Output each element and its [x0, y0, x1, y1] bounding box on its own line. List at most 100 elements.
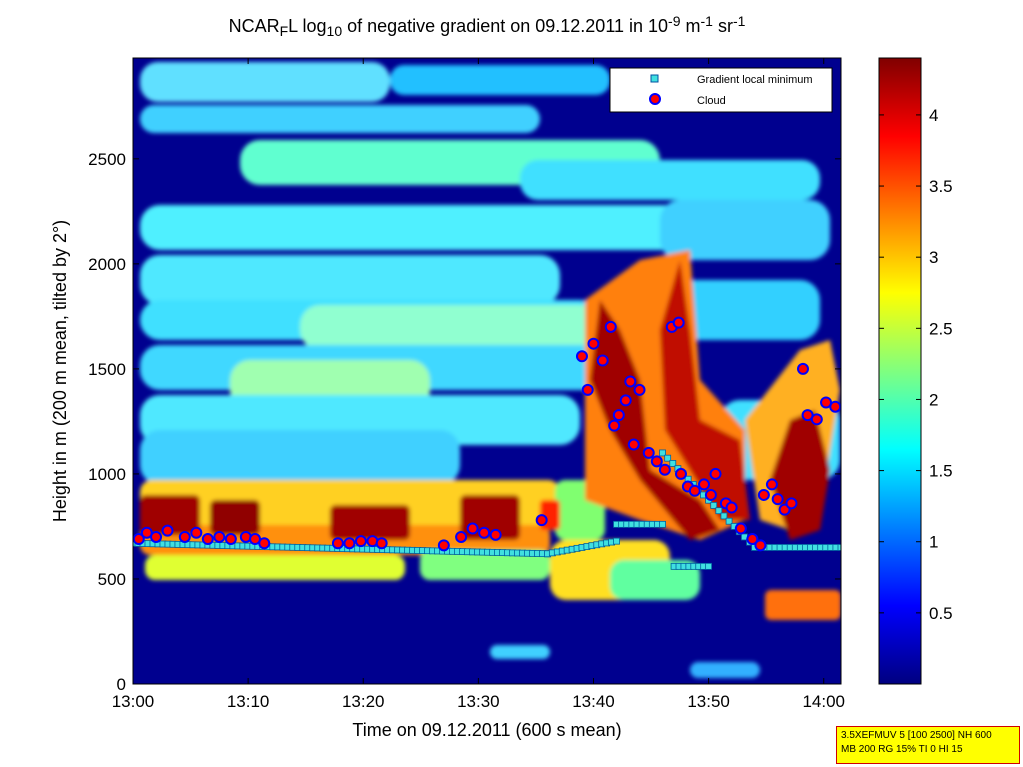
x-tick-label: 13:50 [687, 692, 730, 711]
x-tick-label: 13:40 [572, 692, 615, 711]
x-tick-label: 13:20 [342, 692, 385, 711]
colorbar-tick-label: 1 [929, 533, 938, 552]
y-axis-label: Height in m (200 m mean, tilted by 2°) [50, 220, 70, 522]
cloud-marker [489, 528, 502, 541]
cloud-marker [161, 524, 174, 537]
gradient-minimum-series [133, 449, 841, 570]
colorbar-gradient [878, 57, 922, 685]
colorbar-tick-label: 4 [929, 106, 938, 125]
x-tick-label: 13:10 [227, 692, 270, 711]
cloud-marker [674, 467, 687, 480]
colorbar-tick-label: 0.5 [929, 604, 953, 623]
cloud-marker [619, 394, 632, 407]
cloud-marker [624, 375, 637, 388]
plot-frame [132, 57, 842, 685]
cloud-marker [754, 539, 767, 552]
cloud-marker [354, 535, 367, 548]
gradient-minimum-marker [725, 517, 733, 525]
cloud-marker [581, 383, 594, 396]
cloud-marker [224, 533, 237, 546]
y-axis: 0 500 1000 1500 2000 2500 [88, 150, 841, 694]
legend-marker-square [650, 74, 659, 83]
cloud-marker [575, 350, 588, 363]
cloud-marker [608, 419, 621, 432]
gradient-minimum-marker [837, 544, 841, 551]
gradient-minimum-marker [659, 449, 666, 457]
cloud-marker [810, 413, 823, 426]
colorbar [878, 57, 922, 685]
cloud-marker [704, 488, 717, 501]
cloud-marker [757, 488, 770, 501]
y-tick-label: 2500 [88, 150, 126, 169]
colorbar-tick-label: 3 [929, 248, 938, 267]
y-tick-label: 1500 [88, 360, 126, 379]
legend: Gradient local minimum Cloud [609, 67, 833, 113]
y-tick-label: 1000 [88, 465, 126, 484]
title-part: -1 [701, 13, 714, 29]
legend-entry-cloud: Cloud [649, 93, 726, 107]
cloud-marker [478, 526, 491, 539]
cloud-marker [455, 530, 468, 543]
cloud-marker [698, 478, 711, 491]
cloud-marker [612, 409, 625, 422]
gradient-minimum-marker [710, 502, 718, 509]
colorbar-tick-label: 2 [929, 390, 938, 409]
cloud-marker [343, 537, 356, 550]
y-tick-label: 0 [117, 675, 126, 694]
parameter-info-box: 3.5XEFMUV 5 [100 2500] NH 600 MB 200 RG … [836, 726, 1020, 764]
chart-title: NCARFL log10 of negative gradient on 09.… [229, 13, 746, 39]
cloud-marker [375, 537, 388, 550]
cloud-marker [725, 501, 738, 514]
x-tick-label: 13:30 [457, 692, 500, 711]
title-part: NCAR [229, 16, 280, 36]
cloud-marker [672, 316, 685, 329]
info-line-1: 3.5XEFMUV 5 [100 2500] NH 600 [841, 730, 992, 741]
title-part: L log [288, 16, 326, 36]
heatmap-field [133, 58, 841, 684]
legend-label: Cloud [697, 95, 726, 107]
cloud-marker [178, 530, 191, 543]
cloud-series [133, 316, 841, 552]
gradient-minimum-marker [613, 537, 620, 545]
x-axis: 13:00 13:10 13:20 13:30 13:40 13:50 14:00 [112, 58, 845, 711]
cloud-marker [437, 539, 450, 552]
colorbar-tick-label: 2.5 [929, 319, 953, 338]
cloud-marker [331, 537, 344, 550]
title-part: of negative gradient on 09.12.2011 in 10 [342, 16, 668, 36]
gradient-minimum-marker [669, 460, 677, 467]
legend-entry-gradient-minimum: Gradient local minimum [650, 74, 813, 86]
title-part: -1 [733, 13, 746, 29]
cloud-marker [771, 493, 784, 506]
title-part: m [681, 16, 701, 36]
cloud-marker [709, 467, 722, 480]
title-part: 10 [327, 23, 343, 39]
cloud-marker [688, 484, 701, 497]
cloud-marker [642, 446, 655, 459]
y-tick-label: 500 [98, 570, 126, 589]
cloud-marker [746, 533, 759, 546]
cloud-marker [604, 320, 617, 333]
cloud-marker [213, 530, 226, 543]
gradient-minimum-marker [659, 520, 666, 528]
cloud-marker [797, 362, 810, 375]
cloud-marker [258, 537, 271, 550]
y-tick-label: 2000 [88, 255, 126, 274]
gradient-minimum-marker [715, 507, 723, 515]
colorbar-ticks: 0.5 1 1.5 2 2.5 3 3.5 4 [879, 106, 953, 623]
info-line-2: MB 200 RG 15% TI 0 HI 15 [841, 744, 963, 755]
cloud-marker [829, 400, 841, 413]
cloud-marker [150, 530, 163, 543]
x-tick-label: 14:00 [802, 692, 845, 711]
title-part: -9 [668, 13, 681, 29]
title-part: sr [713, 16, 733, 36]
cloud-marker [658, 463, 671, 476]
colorbar-tick-label: 3.5 [929, 177, 953, 196]
x-axis-label: Time on 09.12.2011 (600 s mean) [352, 720, 621, 740]
cloud-marker [765, 478, 778, 491]
cloud-marker [650, 455, 663, 468]
cloud-marker [627, 438, 640, 451]
cloud-marker [133, 533, 145, 546]
cloud-marker [201, 533, 214, 546]
gradient-minimum-marker [720, 512, 728, 520]
